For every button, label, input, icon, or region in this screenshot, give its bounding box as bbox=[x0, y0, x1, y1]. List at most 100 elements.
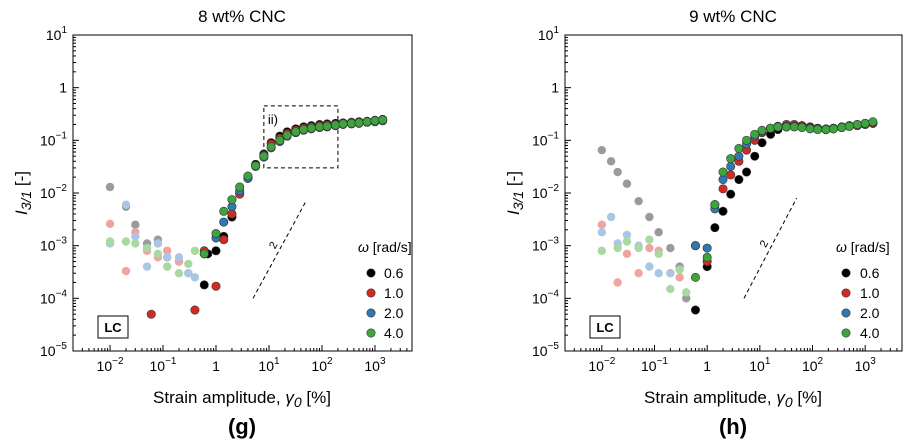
data-point-0-6 bbox=[690, 305, 700, 315]
tick-base: 10 bbox=[532, 185, 548, 201]
data-point-4-0 bbox=[291, 127, 301, 137]
y-tick-label: 10−1 bbox=[532, 130, 559, 148]
data-point-4-0 bbox=[199, 249, 209, 259]
data-point-2-0 bbox=[718, 175, 728, 185]
x-axis-unit: [%] bbox=[793, 388, 822, 407]
legend-title-symbol: ω bbox=[358, 239, 369, 255]
data-point-0-6 bbox=[742, 167, 752, 177]
tick-base: 10 bbox=[802, 358, 818, 374]
tick-exponent: 1 bbox=[61, 25, 67, 36]
data-point-0-6 bbox=[726, 189, 736, 199]
data-point-1-0 bbox=[146, 309, 156, 319]
annotations: 2 ii) bbox=[252, 105, 339, 299]
data-point-4-0 bbox=[299, 125, 309, 135]
faded-point-4-0 bbox=[634, 243, 643, 253]
x-tick-label: 103 bbox=[855, 356, 877, 374]
faded-point-0-6 bbox=[682, 294, 691, 303]
faded-point-4-0 bbox=[105, 237, 115, 246]
tick-base: 10 bbox=[532, 290, 548, 306]
x-tick-label: 10−1 bbox=[150, 356, 177, 374]
faded-point-4-0 bbox=[654, 249, 663, 259]
legend-entry: 1.0 bbox=[384, 285, 404, 301]
data-point-2-0 bbox=[726, 161, 736, 171]
x-axis-unit: [%] bbox=[302, 388, 331, 407]
slope-label: 2 bbox=[758, 239, 771, 250]
data-point-4-0 bbox=[757, 125, 767, 135]
data-point-4-0 bbox=[315, 122, 325, 132]
legend-marker bbox=[841, 328, 851, 338]
legend-marker bbox=[366, 308, 376, 318]
data-point-4-0 bbox=[773, 122, 783, 132]
y-axis-unit: [-] bbox=[504, 171, 523, 191]
data-point-4-0 bbox=[266, 142, 276, 152]
faded-point-2-0 bbox=[163, 253, 172, 262]
faded-point-2-0 bbox=[666, 269, 675, 278]
data-point-0-6 bbox=[199, 280, 209, 290]
legend-title-symbol: ω bbox=[836, 239, 847, 255]
tick-base: 10 bbox=[749, 358, 765, 374]
data-point-4-0 bbox=[726, 154, 736, 164]
panel-letter: (g) bbox=[228, 414, 256, 439]
tick-exponent: 3 bbox=[380, 356, 386, 367]
faded-point-4-0 bbox=[613, 243, 622, 253]
data-point-4-0 bbox=[331, 120, 341, 130]
tick-base: 1 bbox=[59, 80, 67, 96]
highlight-box bbox=[263, 105, 339, 169]
tick-base: 10 bbox=[588, 358, 604, 374]
legend-title-unit: [rad/s] bbox=[369, 239, 412, 255]
faded-point-1-0 bbox=[121, 266, 131, 276]
data-point-4-0 bbox=[346, 118, 356, 128]
data-point-4-0 bbox=[742, 135, 752, 145]
tick-exponent: −5 bbox=[56, 341, 68, 352]
legend-title-unit: [rad/s] bbox=[847, 239, 890, 255]
faded-point-4-0 bbox=[190, 246, 200, 255]
y-axis-symbol-sub: 3/1 bbox=[18, 191, 34, 210]
lc-label: LC bbox=[104, 320, 122, 335]
faded-point-2-0 bbox=[597, 228, 607, 237]
legend-marker bbox=[841, 268, 851, 278]
data-point-2-0 bbox=[219, 217, 229, 227]
data-point-4-0 bbox=[338, 119, 348, 129]
x-axis-symbol-sub: 0 bbox=[294, 394, 302, 410]
tick-exponent: −3 bbox=[56, 236, 68, 247]
tick-exponent: 1 bbox=[553, 25, 559, 36]
legend-marker bbox=[366, 288, 376, 298]
tick-base: 10 bbox=[150, 358, 166, 374]
faded-point-4-0 bbox=[622, 237, 632, 246]
tick-exponent: −2 bbox=[604, 356, 616, 367]
data-point-4-0 bbox=[690, 272, 700, 282]
axis-ticks: 10−2 10−1 1 101 102 10310−510−410−310−210−111… bbox=[40, 25, 413, 374]
faded-point-0-6 bbox=[622, 179, 632, 188]
x-axis-label: Strain amplitude, γ0 [%] bbox=[153, 388, 331, 410]
faded-point-2-0 bbox=[153, 239, 163, 248]
tick-exponent: 1 bbox=[765, 356, 771, 367]
highlight-label: ii) bbox=[268, 112, 278, 127]
faded-point-4-0 bbox=[184, 259, 193, 269]
x-axis-label-text: Strain amplitude, bbox=[153, 388, 285, 407]
x-tick-label: 102 bbox=[311, 356, 333, 374]
tick-exponent: −2 bbox=[548, 183, 560, 194]
data-point-1-0 bbox=[190, 305, 200, 315]
data-point-4-0 bbox=[718, 167, 728, 177]
tick-base: 10 bbox=[364, 358, 380, 374]
lc-label: LC bbox=[596, 320, 614, 335]
data-point-1-0 bbox=[718, 184, 728, 194]
tick-exponent: 2 bbox=[327, 356, 333, 367]
data-point-4-0 bbox=[844, 121, 854, 131]
tick-base: 10 bbox=[40, 343, 56, 359]
tick-exponent: −4 bbox=[56, 288, 68, 299]
x-axis-symbol: γ bbox=[285, 388, 295, 407]
legend-entry: 2.0 bbox=[384, 305, 404, 321]
faded-point-0-6 bbox=[654, 228, 663, 237]
legend-entry: 0.6 bbox=[860, 265, 880, 281]
data-point-0-6 bbox=[718, 206, 728, 216]
tick-base: 1 bbox=[551, 80, 559, 96]
x-tick-label: 10−1 bbox=[641, 356, 668, 374]
data-point-4-0 bbox=[362, 117, 372, 127]
data-point-4-0 bbox=[282, 130, 292, 140]
data-point-4-0 bbox=[306, 123, 316, 133]
annotations: 2 bbox=[743, 197, 798, 299]
data-point-1-0 bbox=[219, 235, 229, 245]
data-point-4-0 bbox=[821, 125, 831, 135]
legend-title: ω [rad/s] bbox=[836, 239, 890, 255]
